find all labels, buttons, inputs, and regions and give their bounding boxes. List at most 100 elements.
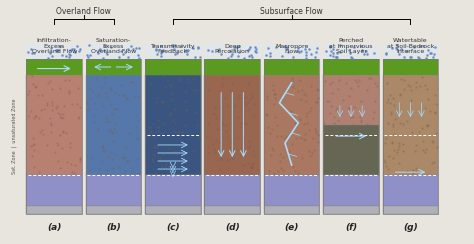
Point — [267, 153, 274, 157]
Point — [273, 134, 281, 138]
Point — [35, 170, 42, 174]
Point — [119, 156, 127, 160]
Point — [182, 99, 189, 103]
Point — [76, 157, 83, 161]
Point — [212, 138, 219, 142]
Point — [298, 50, 305, 53]
Point — [431, 93, 438, 97]
Point — [133, 157, 140, 161]
Point — [418, 75, 425, 79]
Point — [39, 132, 47, 136]
Point — [204, 48, 212, 52]
Point — [194, 123, 201, 127]
Bar — [323, 59, 379, 75]
Point — [301, 138, 309, 142]
Point — [109, 140, 117, 143]
Point — [250, 153, 257, 157]
Bar — [264, 206, 319, 214]
Point — [29, 143, 36, 147]
Point — [61, 78, 69, 82]
Point — [156, 156, 164, 160]
Point — [430, 52, 438, 56]
Point — [96, 48, 103, 52]
Point — [44, 81, 52, 85]
Point — [164, 146, 172, 150]
Point — [237, 125, 244, 129]
Point — [249, 161, 257, 164]
Text: Sat. Zone  |  unsaturated Zone: Sat. Zone | unsaturated Zone — [12, 99, 18, 174]
Point — [322, 49, 329, 53]
Point — [395, 144, 402, 148]
Point — [342, 134, 349, 138]
Point — [333, 153, 341, 157]
Point — [349, 134, 356, 138]
Point — [329, 54, 337, 58]
Point — [396, 93, 404, 97]
Point — [217, 155, 225, 159]
Point — [337, 141, 344, 144]
Point — [215, 47, 223, 51]
Point — [152, 47, 160, 51]
Point — [210, 147, 218, 151]
Point — [148, 157, 156, 161]
Bar — [323, 125, 379, 175]
Point — [406, 55, 413, 59]
Point — [282, 44, 289, 48]
Bar — [323, 59, 379, 214]
Point — [297, 136, 305, 140]
Point — [254, 168, 261, 172]
Point — [424, 48, 432, 52]
Point — [54, 143, 62, 147]
Point — [268, 127, 276, 131]
Point — [371, 99, 379, 103]
Point — [87, 156, 95, 160]
Point — [380, 158, 388, 162]
Point — [56, 86, 64, 90]
Point — [99, 56, 107, 60]
Point — [384, 167, 392, 171]
Point — [135, 171, 142, 175]
Point — [365, 150, 372, 153]
Point — [105, 129, 113, 132]
Point — [57, 115, 64, 119]
Point — [195, 46, 202, 50]
Point — [72, 50, 79, 54]
Point — [403, 119, 411, 123]
Point — [182, 48, 190, 51]
Bar — [204, 59, 260, 75]
Point — [182, 142, 190, 146]
Point — [357, 118, 365, 122]
Point — [409, 168, 417, 172]
Point — [25, 50, 32, 54]
Point — [209, 142, 216, 146]
Point — [431, 111, 438, 115]
Point — [345, 106, 353, 110]
Point — [54, 111, 62, 115]
Point — [363, 52, 371, 56]
Point — [264, 46, 272, 50]
Point — [222, 129, 230, 133]
Point — [215, 140, 222, 144]
Point — [314, 88, 321, 92]
Point — [383, 81, 391, 85]
Point — [279, 168, 286, 172]
Point — [132, 113, 139, 117]
Point — [43, 103, 51, 107]
Point — [253, 50, 260, 54]
Point — [27, 143, 35, 147]
Bar — [145, 75, 201, 175]
Point — [111, 152, 118, 156]
Point — [196, 55, 203, 59]
Point — [424, 124, 431, 128]
Point — [27, 47, 35, 51]
Point — [388, 140, 396, 144]
Point — [264, 125, 272, 129]
Point — [234, 54, 242, 58]
Point — [236, 50, 243, 54]
Point — [336, 50, 343, 54]
Text: (e): (e) — [284, 223, 299, 232]
Text: (g): (g) — [403, 223, 418, 232]
Point — [348, 56, 356, 60]
Point — [365, 126, 372, 130]
Point — [246, 48, 253, 51]
